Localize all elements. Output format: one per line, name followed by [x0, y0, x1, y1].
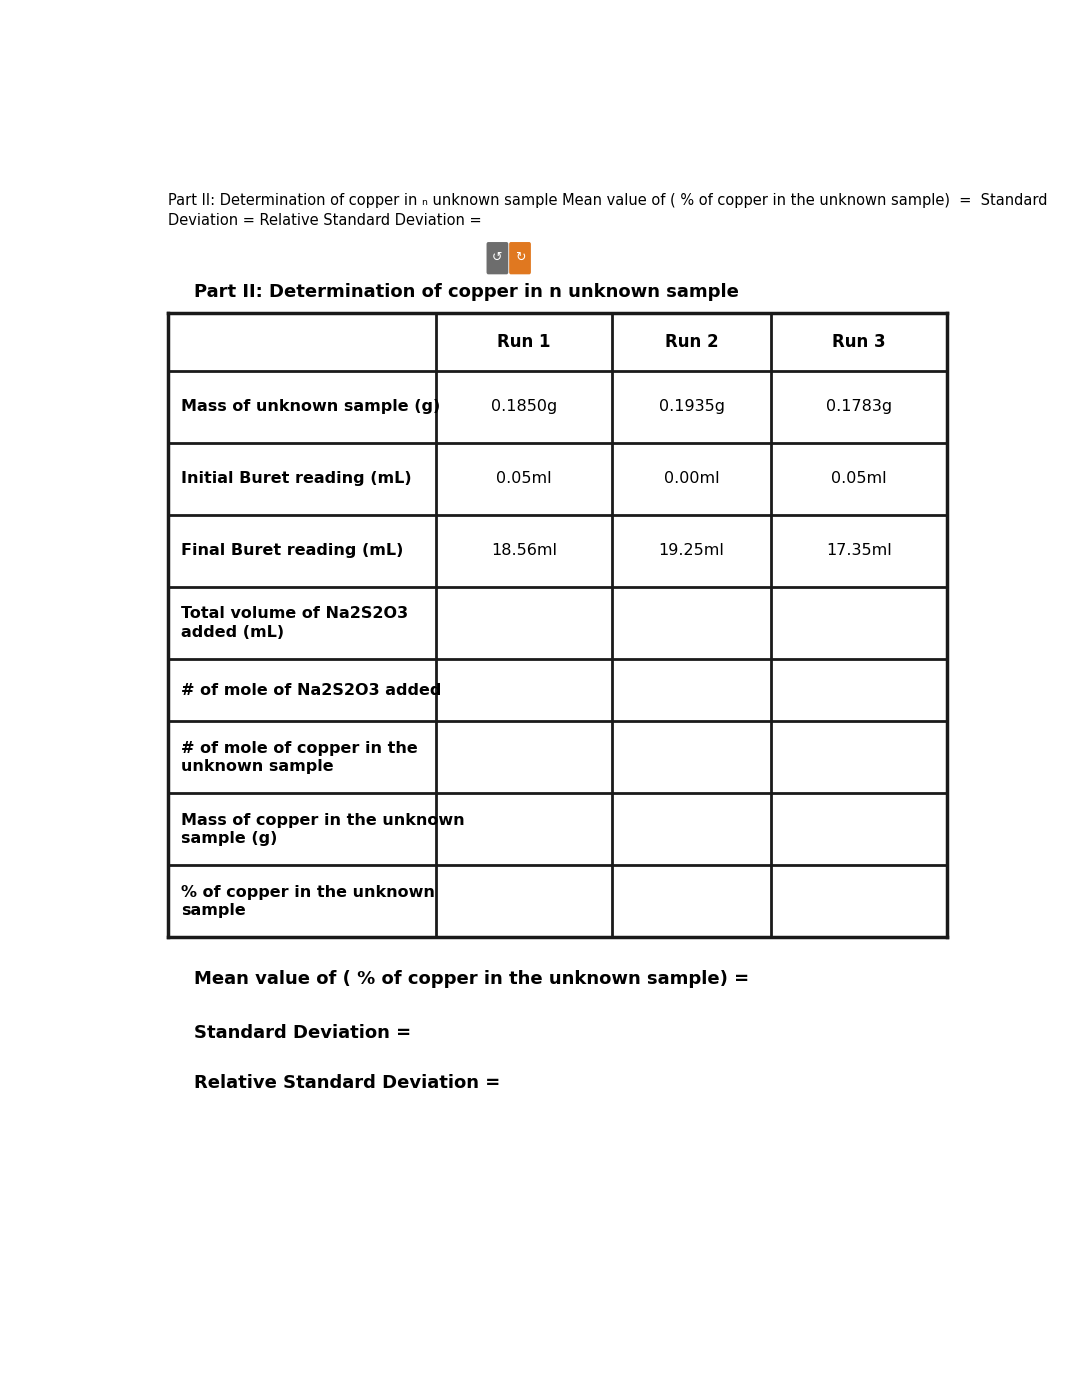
- Text: 0.05ml: 0.05ml: [832, 471, 887, 487]
- Text: Initial Buret reading (mL): Initial Buret reading (mL): [181, 471, 411, 487]
- FancyBboxPatch shape: [509, 242, 531, 274]
- Text: 0.1850g: 0.1850g: [491, 400, 557, 414]
- Text: Standard Deviation =: Standard Deviation =: [193, 1023, 410, 1042]
- Text: # of mole of Na2S2O3 added: # of mole of Na2S2O3 added: [181, 682, 442, 698]
- Text: Total volume of Na2S2O3
added (mL): Total volume of Na2S2O3 added (mL): [181, 607, 408, 640]
- Text: 0.1783g: 0.1783g: [826, 400, 892, 414]
- Text: 19.25ml: 19.25ml: [659, 544, 725, 558]
- Text: Relative Standard Deviation =: Relative Standard Deviation =: [193, 1074, 500, 1092]
- Text: ↻: ↻: [515, 250, 525, 264]
- Text: 0.1935g: 0.1935g: [659, 400, 725, 414]
- Text: 0.00ml: 0.00ml: [664, 471, 719, 487]
- Text: 17.35ml: 17.35ml: [826, 544, 892, 558]
- Text: Part II: Determination of copper in ₙ unknown sample Mean value of ( % of copper: Part II: Determination of copper in ₙ un…: [168, 193, 1048, 207]
- Text: Run 3: Run 3: [833, 333, 886, 351]
- Text: Final Buret reading (mL): Final Buret reading (mL): [181, 544, 404, 558]
- Text: Mean value of ( % of copper in the unknown sample) =: Mean value of ( % of copper in the unkno…: [193, 970, 748, 988]
- FancyBboxPatch shape: [486, 242, 509, 274]
- Text: Part II: Determination of copper in n unknown sample: Part II: Determination of copper in n un…: [193, 282, 739, 301]
- Text: Run 2: Run 2: [665, 333, 718, 351]
- Text: Run 1: Run 1: [498, 333, 551, 351]
- Text: Deviation = Relative Standard Deviation =: Deviation = Relative Standard Deviation …: [168, 212, 482, 228]
- Text: % of copper in the unknown
sample: % of copper in the unknown sample: [181, 885, 435, 918]
- Text: Mass of copper in the unknown
sample (g): Mass of copper in the unknown sample (g): [181, 812, 464, 846]
- Text: # of mole of copper in the
unknown sample: # of mole of copper in the unknown sampl…: [181, 741, 418, 774]
- Text: 0.05ml: 0.05ml: [497, 471, 552, 487]
- Text: 18.56ml: 18.56ml: [491, 544, 557, 558]
- Text: Mass of unknown sample (g): Mass of unknown sample (g): [181, 400, 441, 414]
- Text: ↺: ↺: [492, 250, 502, 264]
